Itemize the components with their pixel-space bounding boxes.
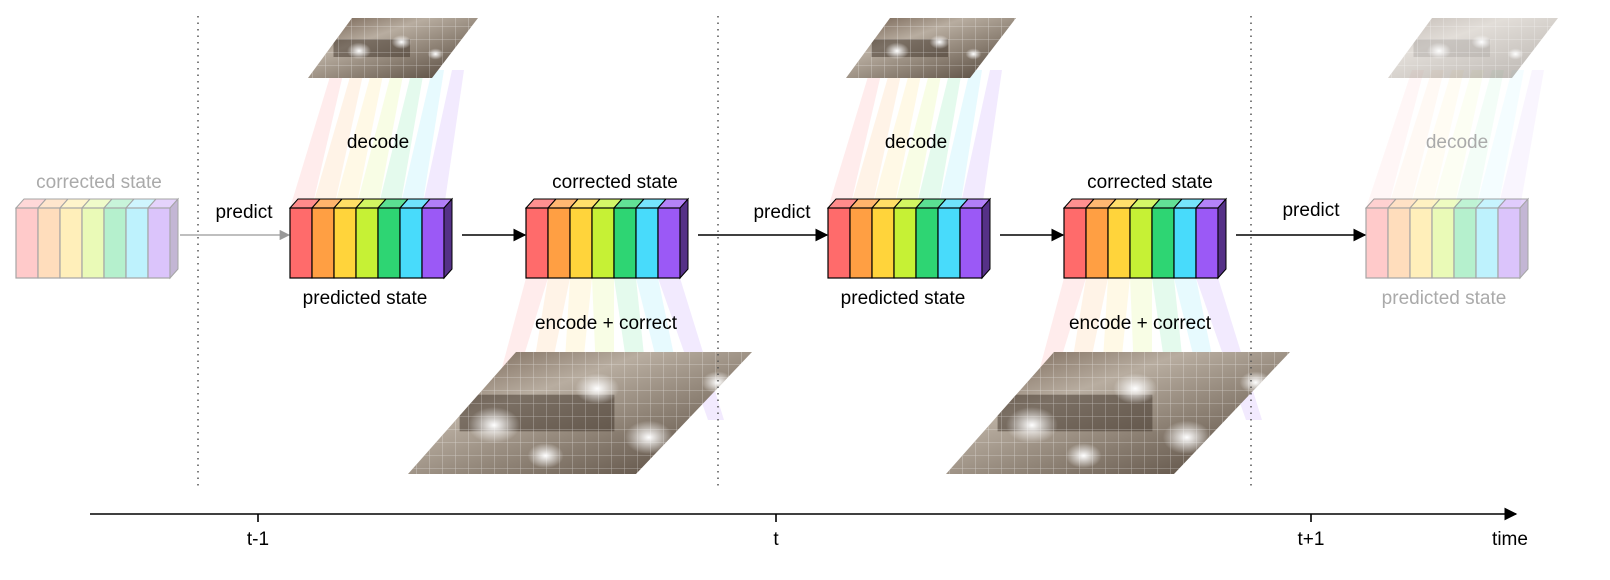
state-cell [146, 198, 180, 279]
corrected-state-label: corrected state [1087, 172, 1213, 193]
corrected-state-vector [14, 197, 180, 280]
projection-beam [334, 70, 384, 208]
projection-beam [828, 70, 882, 208]
time-tick-label: t+1 [1298, 529, 1325, 550]
decoded-image [1388, 18, 1558, 78]
state-cell [1408, 198, 1442, 279]
predict-label: predict [215, 202, 273, 223]
projection-beam [960, 70, 1002, 208]
state-cell [1386, 198, 1420, 279]
projection-beam [1388, 70, 1444, 208]
state-cell [612, 198, 646, 279]
encode-correct-label: encode + correct [535, 313, 678, 334]
state-cell [58, 198, 92, 279]
state-cell [36, 198, 70, 279]
state-cell [568, 198, 602, 279]
state-cell [354, 198, 388, 279]
state-cell [914, 198, 948, 279]
projection-beam [1432, 70, 1484, 208]
time-tick-label: t [773, 529, 779, 550]
state-cell [1452, 198, 1486, 279]
state-cell [1474, 198, 1508, 279]
corrected-state-vector [524, 197, 690, 280]
state-cell [958, 198, 992, 279]
corrected-state-label: corrected state [552, 172, 678, 193]
state-cell [14, 198, 48, 279]
diagram-labels: corrected state predict decode predicted st… [36, 132, 1506, 334]
predict-label: predict [753, 202, 811, 223]
projection-beam [378, 70, 424, 208]
time-axis-label: time [1492, 529, 1528, 550]
predict-label: predict [1282, 200, 1340, 221]
projection-beam [1410, 70, 1464, 208]
state-cell [936, 198, 970, 279]
predicted-state-vector [1364, 197, 1530, 280]
projection-beam [312, 70, 364, 208]
predicted-state-label: predicted state [303, 288, 428, 309]
decode-label: decode [347, 132, 409, 153]
projection-beam [894, 70, 942, 208]
state-cell [546, 198, 580, 279]
state-cell [1084, 198, 1118, 279]
projection-beam [916, 70, 962, 208]
projection-beam [938, 70, 982, 208]
predicted-state-vector [288, 197, 454, 280]
projection-beam [400, 70, 444, 208]
observation-image [408, 352, 752, 474]
projection-beam [1498, 70, 1544, 208]
encode-correct-label: encode + correct [1069, 313, 1212, 334]
corrected-state-vector [1062, 197, 1228, 280]
state-cell [1062, 198, 1096, 279]
predicted-state-label: predicted state [841, 288, 966, 309]
projection-beam [1454, 70, 1504, 208]
corrected-state-label: corrected state [36, 172, 162, 193]
state-cell [656, 198, 690, 279]
decoded-image [846, 18, 1016, 78]
state-cell [80, 198, 114, 279]
state-cell [1172, 198, 1206, 279]
projection-beam [290, 70, 344, 208]
state-cell [398, 198, 432, 279]
state-cell [1128, 198, 1162, 279]
state-vectors [14, 197, 1530, 280]
state-cell [1364, 198, 1398, 279]
timestep-dividers [197, 16, 1252, 490]
state-cell [848, 198, 882, 279]
decoded-image [308, 18, 478, 78]
state-cell [102, 198, 136, 279]
predicted-state-vector [826, 197, 992, 280]
state-cell [1430, 198, 1464, 279]
projection-beam [422, 70, 464, 208]
projection-beam [1366, 70, 1424, 208]
projection-beam [356, 70, 404, 208]
state-cell [870, 198, 904, 279]
predicted-state-label: predicted state [1382, 288, 1507, 309]
time-tick-label: t-1 [247, 529, 269, 550]
projection-beam [872, 70, 922, 208]
projection-beam [1476, 70, 1524, 208]
state-cell [1496, 198, 1530, 279]
state-cell [124, 198, 158, 279]
decode-label: decode [885, 132, 947, 153]
decode-label: decode [1426, 132, 1488, 153]
observation-image [946, 352, 1290, 474]
state-cell [288, 198, 322, 279]
projection-beam [850, 70, 902, 208]
time-axis: t-1 t t+1 time [90, 507, 1528, 550]
